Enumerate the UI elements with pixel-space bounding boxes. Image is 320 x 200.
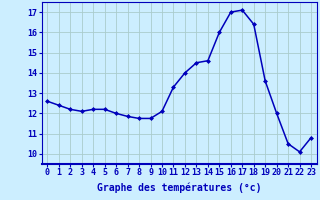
X-axis label: Graphe des températures (°c): Graphe des températures (°c) (97, 183, 261, 193)
